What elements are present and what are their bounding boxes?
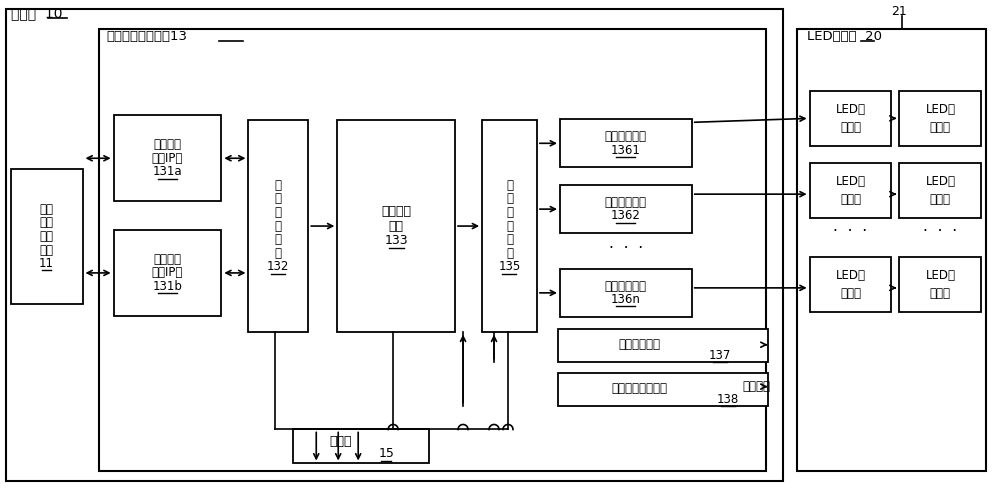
Text: 据: 据 (275, 193, 282, 206)
Text: 138: 138 (717, 393, 739, 406)
Bar (560, 185, 692, 233)
Bar (810, 257, 891, 312)
Bar (899, 91, 981, 146)
Text: 135: 135 (498, 260, 521, 273)
Text: 块: 块 (506, 247, 513, 260)
Text: 析: 析 (275, 219, 282, 233)
Bar (797, 29, 986, 471)
Text: 131b: 131b (153, 280, 182, 293)
Bar (560, 269, 692, 317)
Text: 扫描卡  10: 扫描卡 10 (11, 6, 62, 21)
Bar (114, 116, 221, 201)
Bar (810, 91, 891, 146)
Text: LED显示屏  20: LED显示屏 20 (807, 30, 882, 43)
Text: 动: 动 (506, 219, 513, 233)
Text: 11: 11 (39, 257, 54, 270)
Bar (6, 9, 783, 481)
Text: 板模组: 板模组 (930, 287, 951, 300)
Bar (99, 29, 766, 471)
Bar (560, 120, 692, 167)
Text: 137: 137 (709, 349, 731, 362)
Text: 板模组: 板模组 (840, 193, 861, 206)
Bar (11, 169, 83, 304)
Text: 监控数据: 监控数据 (743, 380, 771, 393)
Text: 板模组: 板模组 (840, 287, 861, 300)
Text: 数据: 数据 (40, 203, 54, 216)
Bar (558, 372, 768, 406)
Text: 监控数据获取模块: 监控数据获取模块 (612, 382, 668, 395)
Text: 模: 模 (275, 233, 282, 246)
Text: 板模组: 板模组 (930, 193, 951, 206)
Bar (482, 121, 537, 332)
Text: LED灯: LED灯 (836, 269, 866, 282)
Text: 像: 像 (506, 193, 513, 206)
Text: 块: 块 (275, 247, 282, 260)
Text: 模: 模 (506, 233, 513, 246)
Bar (899, 163, 981, 218)
Text: 通信接口模块: 通信接口模块 (619, 338, 661, 351)
Text: 发器IP核: 发器IP核 (152, 152, 183, 165)
Text: 板模组: 板模组 (840, 122, 861, 134)
Bar (899, 257, 981, 312)
Text: LED灯: LED灯 (836, 103, 866, 117)
Text: LED灯: LED灯 (925, 269, 955, 282)
Text: 136n: 136n (611, 293, 641, 306)
Text: 图像处理: 图像处理 (381, 205, 411, 218)
Text: 分组驱动模块: 分组驱动模块 (605, 280, 647, 292)
Bar (337, 121, 455, 332)
Text: LED灯: LED灯 (925, 103, 955, 117)
Text: ·  ·  ·: · · · (833, 224, 868, 239)
Text: 板模组: 板模组 (930, 122, 951, 134)
Text: 分组驱动模块: 分组驱动模块 (605, 130, 647, 143)
Text: 物理层收: 物理层收 (153, 253, 181, 266)
Text: 21: 21 (892, 5, 907, 18)
Text: LED灯: LED灯 (925, 175, 955, 188)
Text: 发器IP核: 发器IP核 (152, 266, 183, 280)
Text: 输入: 输入 (40, 216, 54, 230)
Bar (810, 163, 891, 218)
Text: 132: 132 (267, 260, 289, 273)
Text: 133: 133 (384, 234, 408, 247)
Text: 图像显示控制芯片13: 图像显示控制芯片13 (107, 30, 188, 43)
Text: 数: 数 (275, 179, 282, 192)
Text: 驱: 驱 (506, 206, 513, 219)
Text: ·  ·  ·: · · · (923, 224, 957, 239)
Text: 1362: 1362 (611, 209, 641, 222)
Bar (248, 121, 308, 332)
Text: 图: 图 (506, 179, 513, 192)
Text: 131a: 131a (153, 165, 182, 178)
Text: 1361: 1361 (611, 144, 641, 157)
Bar (558, 329, 768, 362)
Bar (114, 230, 221, 316)
Text: ·  ·  ·: · · · (609, 242, 643, 256)
Text: 模块: 模块 (389, 219, 404, 233)
Text: 分组驱动模块: 分组驱动模块 (605, 196, 647, 209)
Text: 15: 15 (378, 447, 394, 460)
Text: 存储器: 存储器 (329, 435, 351, 448)
Text: 电路: 电路 (40, 244, 54, 256)
Bar (293, 429, 429, 463)
Text: LED灯: LED灯 (836, 175, 866, 188)
Text: 输出: 输出 (40, 230, 54, 243)
Text: 物理层收: 物理层收 (153, 138, 181, 151)
Text: 解: 解 (275, 206, 282, 219)
